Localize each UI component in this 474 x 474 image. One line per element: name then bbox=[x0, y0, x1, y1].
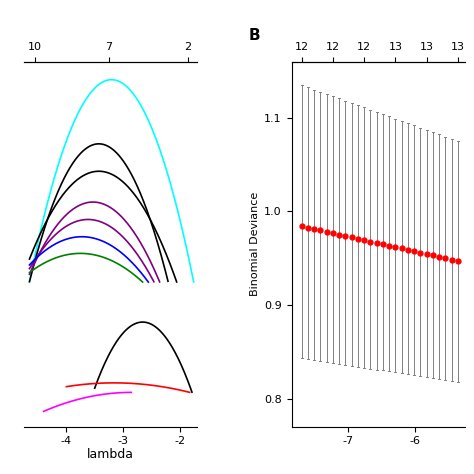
Text: B: B bbox=[249, 27, 261, 43]
X-axis label: lambda: lambda bbox=[87, 448, 134, 461]
Y-axis label: Binomial Deviance: Binomial Deviance bbox=[250, 192, 260, 296]
